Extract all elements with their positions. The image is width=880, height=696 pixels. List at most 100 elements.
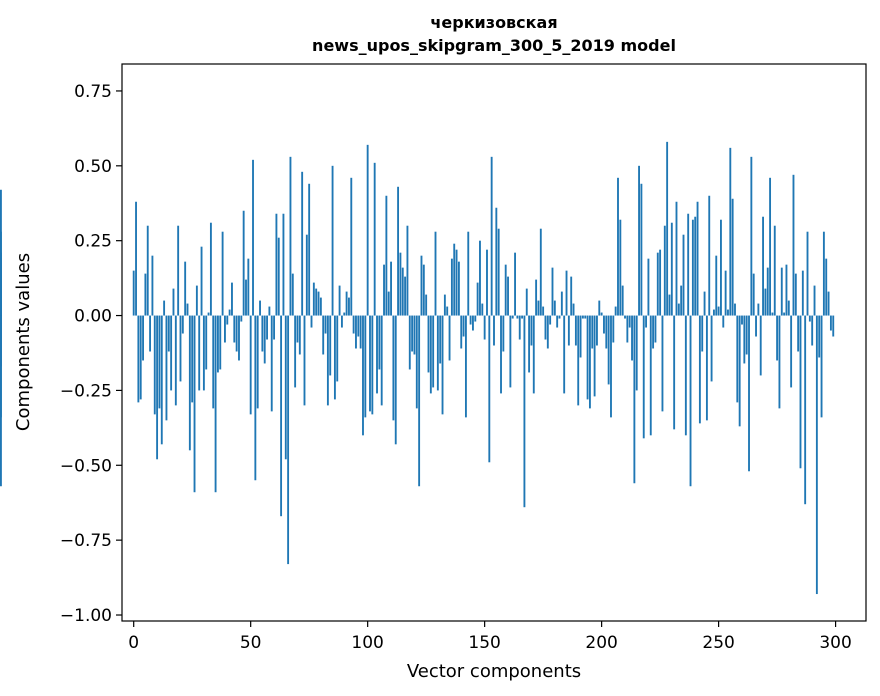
- bar: [273, 315, 276, 340]
- bar: [785, 264, 788, 316]
- bar: [652, 315, 655, 349]
- bar: [226, 315, 229, 325]
- bar: [427, 315, 430, 373]
- bar: [832, 315, 835, 337]
- x-tick-label: 0: [128, 633, 139, 653]
- bar: [277, 237, 280, 316]
- bar: [387, 291, 390, 316]
- bar: [724, 270, 727, 316]
- bar: [331, 165, 334, 316]
- bar: [373, 162, 376, 316]
- bar: [184, 261, 187, 316]
- bar: [172, 288, 175, 316]
- bar: [439, 315, 442, 364]
- bar: [553, 300, 556, 316]
- bar: [745, 315, 748, 355]
- bar: [408, 315, 411, 370]
- bar: [144, 273, 147, 316]
- bar: [355, 315, 357, 349]
- bar: [193, 315, 196, 493]
- bar: [743, 315, 746, 364]
- bar: [677, 303, 680, 316]
- bar: [249, 315, 252, 415]
- bar: [462, 315, 465, 337]
- bar: [556, 315, 559, 328]
- bar: [275, 213, 278, 316]
- bar: [815, 315, 818, 595]
- bar: [188, 315, 191, 451]
- bar: [490, 156, 493, 316]
- bar: [310, 315, 313, 328]
- bar: [233, 315, 236, 343]
- bar: [406, 225, 409, 316]
- bar: [324, 315, 327, 334]
- bar: [560, 291, 563, 316]
- bar: [818, 315, 821, 358]
- bar: [413, 315, 416, 355]
- bar: [415, 315, 418, 409]
- bar: [628, 315, 631, 328]
- bar: [734, 303, 736, 316]
- bar: [326, 315, 329, 406]
- bar: [596, 315, 598, 346]
- bar: [469, 315, 472, 325]
- bar: [259, 300, 261, 316]
- bar: [287, 315, 290, 565]
- bar: [401, 267, 404, 316]
- bar: [0, 297, 2, 316]
- x-tick-label: 150: [468, 633, 500, 653]
- bar: [752, 273, 755, 316]
- bar: [593, 315, 596, 397]
- y-tick-label: −0.75: [60, 531, 112, 551]
- bar: [717, 306, 720, 316]
- bar: [268, 306, 271, 316]
- bar: [804, 315, 807, 505]
- bar: [280, 315, 283, 517]
- bar: [212, 315, 215, 409]
- bar: [137, 315, 140, 403]
- bar: [584, 315, 587, 319]
- bar: [336, 315, 339, 382]
- bar: [420, 255, 423, 316]
- bar: [174, 315, 177, 406]
- bar: [291, 273, 294, 316]
- bar: [712, 309, 715, 316]
- bar: [305, 234, 308, 316]
- bar: [607, 315, 610, 385]
- bar: [443, 294, 446, 316]
- bar: [647, 258, 650, 316]
- bar: [397, 186, 400, 316]
- plot-frame: [121, 63, 867, 622]
- bar: [308, 183, 311, 316]
- bar: [567, 315, 570, 346]
- bar: [806, 231, 809, 316]
- bar: [348, 297, 350, 316]
- bar: [656, 252, 659, 316]
- bar: [829, 315, 832, 331]
- bar: [680, 285, 683, 316]
- bars-group: [0, 141, 835, 595]
- bar: [698, 315, 701, 424]
- bar: [827, 291, 830, 316]
- bar: [160, 315, 163, 445]
- bar: [425, 294, 428, 316]
- bar: [626, 315, 629, 343]
- bar: [357, 315, 360, 337]
- x-tick-label: 200: [585, 633, 617, 653]
- bar: [638, 165, 640, 316]
- bar: [631, 315, 633, 361]
- bar: [296, 315, 299, 343]
- x-axis-label: Vector components: [407, 661, 581, 682]
- bar: [715, 255, 718, 316]
- bar: [542, 306, 545, 316]
- bar: [773, 225, 776, 316]
- bar: [551, 267, 554, 316]
- bar: [350, 177, 353, 316]
- bar: [422, 264, 425, 316]
- bar: [142, 315, 144, 361]
- bar: [516, 315, 519, 319]
- bar: [825, 258, 828, 316]
- bar: [139, 315, 142, 400]
- bar: [532, 315, 535, 394]
